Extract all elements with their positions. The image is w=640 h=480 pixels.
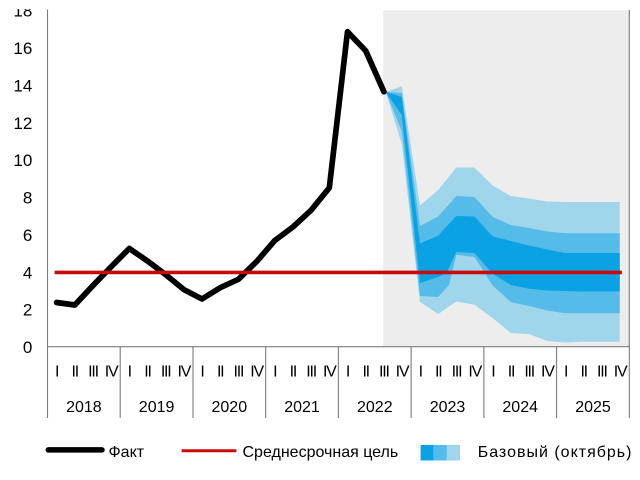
svg-text:III: III [306, 364, 316, 381]
svg-text:IV: IV [396, 364, 410, 381]
svg-text:IV: IV [250, 364, 264, 381]
svg-text:IV: IV [323, 364, 337, 381]
svg-text:IV: IV [178, 364, 192, 381]
svg-text:II: II [217, 364, 224, 381]
svg-text:III: III [524, 364, 534, 381]
svg-text:III: III [379, 364, 389, 381]
svg-text:2022: 2022 [357, 399, 393, 416]
svg-text:I: I [419, 364, 422, 381]
svg-text:Факт: Факт [109, 444, 145, 461]
svg-text:II: II [144, 364, 151, 381]
svg-text:2: 2 [23, 301, 32, 320]
svg-text:6: 6 [23, 226, 32, 245]
svg-text:12: 12 [13, 114, 32, 133]
svg-text:2021: 2021 [284, 399, 320, 416]
svg-text:II: II [508, 364, 515, 381]
svg-text:III: III [88, 364, 98, 381]
svg-text:IV: IV [105, 364, 119, 381]
svg-text:II: II [72, 364, 79, 381]
svg-text:2025: 2025 [575, 399, 611, 416]
svg-text:IV: IV [541, 364, 555, 381]
svg-text:2024: 2024 [502, 399, 538, 416]
svg-text:II: II [362, 364, 369, 381]
svg-text:4: 4 [23, 263, 32, 282]
svg-text:I: I [128, 364, 131, 381]
svg-text:10: 10 [13, 151, 32, 170]
svg-text:I: I [346, 364, 349, 381]
svg-text:I: I [55, 364, 58, 381]
svg-text:IV: IV [614, 364, 628, 381]
svg-text:III: III [452, 364, 462, 381]
svg-text:0: 0 [23, 338, 32, 357]
svg-text:Среднесрочная цель: Среднесрочная цель [243, 444, 399, 461]
svg-text:2018: 2018 [66, 399, 102, 416]
svg-text:I: I [491, 364, 494, 381]
svg-text:2023: 2023 [430, 399, 466, 416]
svg-text:I: I [564, 364, 567, 381]
svg-text:III: III [597, 364, 607, 381]
svg-text:16: 16 [13, 39, 32, 58]
svg-text:III: III [234, 364, 244, 381]
svg-text:2019: 2019 [139, 399, 175, 416]
svg-text:Базовый (октябрь): Базовый (октябрь) [478, 444, 633, 461]
svg-text:II: II [580, 364, 587, 381]
svg-text:II: II [290, 364, 297, 381]
svg-text:14: 14 [13, 76, 32, 95]
svg-text:III: III [161, 364, 171, 381]
svg-text:I: I [200, 364, 203, 381]
svg-text:I: I [273, 364, 276, 381]
svg-text:8: 8 [23, 189, 32, 208]
svg-text:II: II [435, 364, 442, 381]
svg-text:IV: IV [468, 364, 482, 381]
svg-text:2020: 2020 [212, 399, 248, 416]
